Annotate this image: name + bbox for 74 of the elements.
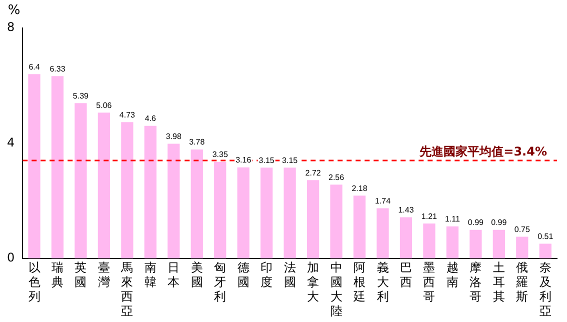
data-label: 6.33 bbox=[50, 64, 66, 74]
x-tick-label: 俄羅斯 bbox=[516, 260, 528, 304]
x-tick-label: 奈及利亞 bbox=[539, 260, 552, 318]
data-label: 2.72 bbox=[305, 168, 322, 178]
data-label: 0.99 bbox=[468, 218, 484, 228]
bar bbox=[190, 150, 203, 258]
bar bbox=[539, 244, 552, 258]
x-tick-label: 日本 bbox=[168, 260, 180, 290]
x-tick-label: 義大利 bbox=[376, 260, 389, 304]
bar bbox=[237, 167, 250, 258]
x-tick-label: 印度 bbox=[260, 260, 273, 290]
bar bbox=[492, 230, 505, 258]
bar bbox=[306, 180, 320, 258]
data-label: 0.51 bbox=[538, 232, 554, 241]
x-tick-label: 匈牙利 bbox=[214, 260, 226, 304]
bar bbox=[28, 74, 40, 258]
data-label: 3.35 bbox=[212, 150, 228, 160]
bar bbox=[74, 103, 87, 258]
y-tick-label: 8 bbox=[6, 20, 15, 34]
data-label: 3.15 bbox=[258, 156, 275, 165]
bar bbox=[376, 208, 389, 258]
bar bbox=[51, 76, 64, 258]
data-label: 5.06 bbox=[96, 100, 112, 110]
x-tick-label: 臺灣 bbox=[98, 260, 110, 290]
data-label: 1.21 bbox=[421, 212, 438, 221]
bar bbox=[284, 168, 296, 258]
data-label: 0.75 bbox=[514, 225, 530, 234]
ref-line-label: 先進國家平均值=3.4% bbox=[418, 144, 547, 159]
bar bbox=[168, 144, 180, 258]
data-label: 4.6 bbox=[144, 114, 157, 124]
bar bbox=[516, 236, 528, 258]
data-label: 3.15 bbox=[282, 156, 298, 165]
bar bbox=[144, 126, 156, 258]
bar bbox=[353, 196, 366, 258]
data-label: 4.73 bbox=[119, 110, 136, 120]
y-axis-title: % bbox=[8, 2, 20, 18]
x-tick-label: 墨西哥 bbox=[423, 260, 436, 304]
bar bbox=[98, 112, 110, 258]
bar bbox=[330, 184, 342, 258]
x-tick-label: 阿根廷 bbox=[352, 260, 366, 304]
x-tick-label: 法國 bbox=[284, 260, 296, 290]
x-tick-label: 德國 bbox=[237, 260, 250, 290]
y-tick-label: 4 bbox=[6, 135, 15, 150]
y-tick-label: 0 bbox=[6, 250, 15, 265]
x-tick-label: 英國 bbox=[74, 260, 87, 290]
x-tick-label: 加拿大 bbox=[307, 260, 320, 304]
x-tick-label: 越南 bbox=[446, 260, 458, 290]
bar bbox=[470, 230, 482, 258]
x-tick-label: 巴西 bbox=[400, 260, 412, 290]
bar bbox=[121, 122, 134, 258]
data-label: 3.78 bbox=[189, 138, 206, 147]
data-label: 3.16 bbox=[236, 156, 252, 165]
x-tick-label: 瑞典 bbox=[51, 260, 64, 290]
data-label: 3.98 bbox=[166, 132, 182, 141]
data-label: 1.74 bbox=[374, 196, 392, 206]
x-tick-label: 以色列 bbox=[28, 260, 40, 304]
x-tick-label: 中國大陸 bbox=[330, 260, 342, 318]
bar bbox=[260, 168, 273, 258]
data-label: 2.18 bbox=[352, 184, 368, 193]
x-tick-label: 美國 bbox=[190, 260, 203, 290]
x-tick-label: 土耳其 bbox=[492, 260, 505, 304]
data-label: 1.11 bbox=[444, 214, 460, 224]
x-tick-label: 摩洛哥 bbox=[470, 260, 482, 304]
bar bbox=[423, 224, 436, 258]
bar bbox=[214, 162, 226, 258]
data-label: 2.56 bbox=[328, 172, 345, 182]
bar bbox=[400, 217, 412, 258]
data-label: 5.39 bbox=[72, 91, 90, 100]
data-label: 6.4 bbox=[28, 62, 40, 72]
bar bbox=[446, 226, 459, 258]
x-tick-label: 南韓 bbox=[144, 260, 156, 290]
x-tick-label: 馬來西亞 bbox=[120, 260, 134, 318]
data-label: 0.99 bbox=[491, 218, 508, 228]
data-label: 1.43 bbox=[398, 205, 414, 214]
